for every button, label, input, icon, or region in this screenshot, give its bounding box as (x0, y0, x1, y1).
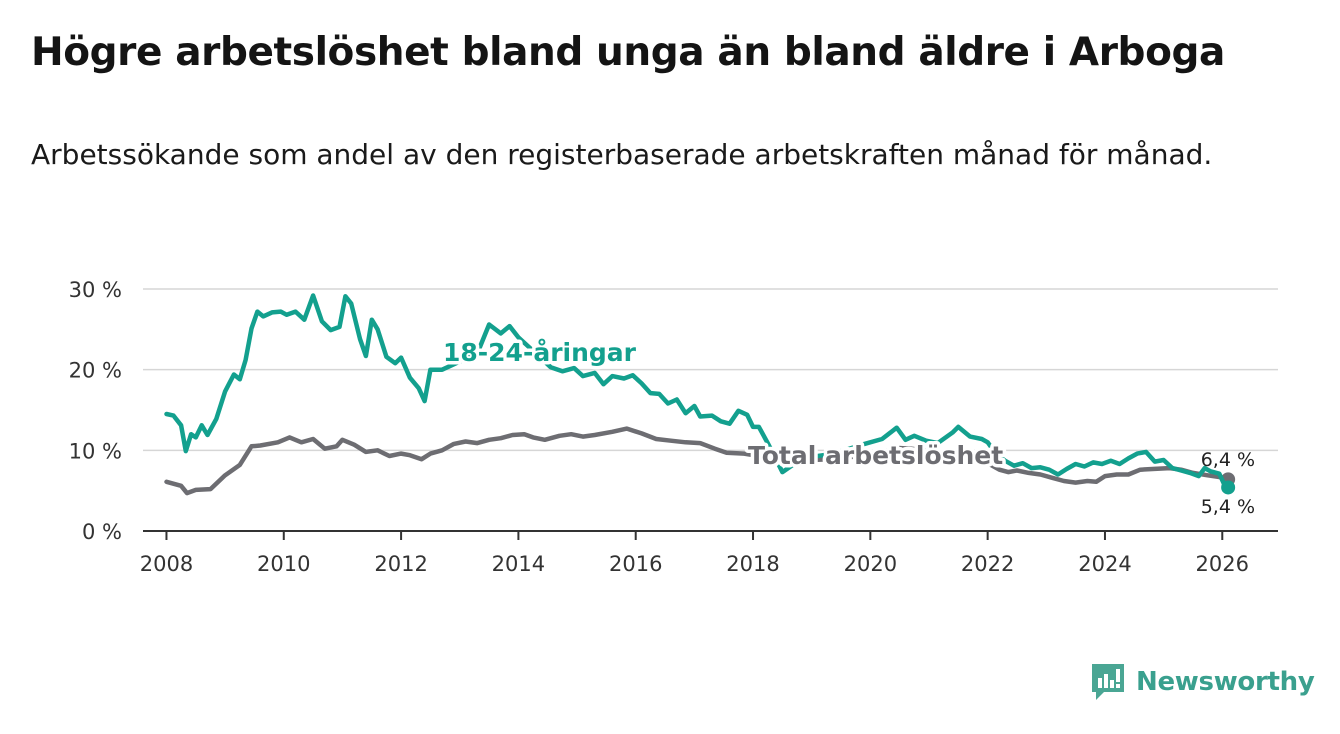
series-line-total (164, 426, 1231, 496)
series-label-unga: 18-24-åringar (443, 338, 637, 367)
axis-layer: 0 % 10 % 20 % 30 % 2008 2010 2012 2014 2016 2018 2… (69, 278, 1278, 576)
x-tick-label: 2018 (726, 552, 779, 576)
page-title: Högre arbetslöshet bland unga än bland ä… (31, 30, 1225, 75)
series-label-total: Total arbetslöshet (748, 441, 1003, 470)
x-tick-label: 2016 (609, 552, 662, 576)
y-tick-label: 10 % (69, 439, 122, 463)
end-label-total: 6,4 % (1201, 449, 1255, 471)
x-tick-label: 2012 (374, 552, 427, 576)
y-tick-label: 0 % (82, 520, 122, 544)
end-label-unga: 5,4 % (1201, 496, 1255, 518)
x-tick-label: 2026 (1196, 552, 1249, 576)
x-tick-label: 2010 (257, 552, 310, 576)
series-label-unga-halo: 18-24-åringar (443, 338, 637, 367)
x-tick-label: 2020 (844, 552, 897, 576)
newsworthy-logo-icon (1092, 664, 1124, 700)
brand: Newsworthy (1090, 660, 1315, 704)
grid-layer (143, 288, 1278, 452)
brand-name: Newsworthy (1136, 667, 1315, 697)
series-layer (164, 293, 1236, 496)
page-subtitle: Arbetssökande som andel av den registerb… (31, 138, 1213, 171)
y-tick-label: 20 % (69, 359, 122, 383)
x-tick-label: 2008 (140, 552, 193, 576)
series-label-total-halo: Total arbetslöshet (748, 441, 1003, 470)
x-tick-label: 2014 (492, 552, 545, 576)
series-end-marker (1221, 480, 1236, 495)
series-line-unga (164, 293, 1231, 490)
x-tick-label: 2024 (1078, 552, 1131, 576)
x-tick-label: 2022 (961, 552, 1014, 576)
y-tick-label: 30 % (69, 278, 122, 302)
